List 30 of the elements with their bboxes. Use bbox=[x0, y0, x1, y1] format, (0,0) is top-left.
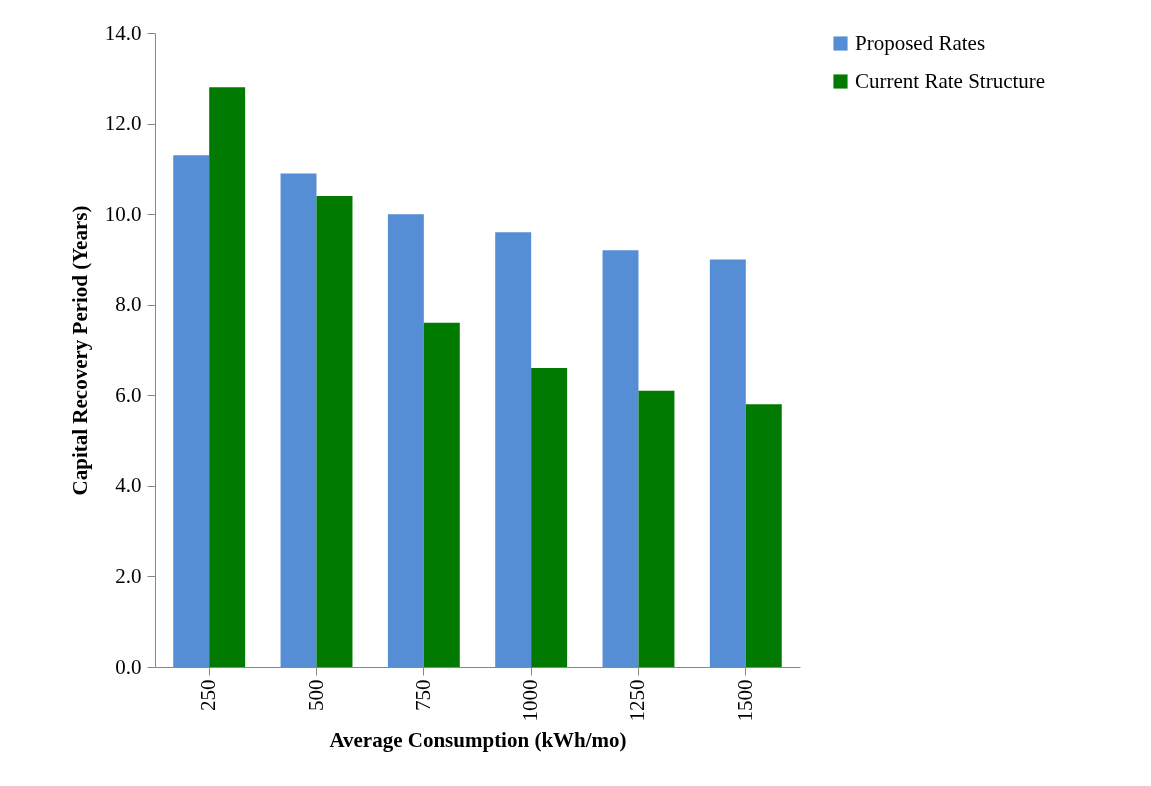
y-tick-label: 10.0 bbox=[104, 201, 142, 226]
y-tick-label: 0.0 bbox=[115, 654, 142, 679]
x-tick-label: 750 bbox=[410, 679, 435, 711]
x-tick-label: 1500 bbox=[732, 679, 757, 722]
y-tick-label: 14.0 bbox=[104, 20, 142, 45]
bar bbox=[423, 322, 460, 667]
y-tick-label: 2.0 bbox=[115, 563, 142, 588]
bar bbox=[173, 155, 210, 667]
x-tick-label: 250 bbox=[196, 679, 221, 711]
x-tick-label: 1250 bbox=[625, 679, 650, 722]
bar bbox=[387, 214, 424, 667]
legend-label: Current Rate Structure bbox=[855, 68, 1046, 93]
bar bbox=[602, 250, 639, 667]
bar bbox=[280, 173, 317, 667]
x-axis-title: Average Consumption (kWh/mo) bbox=[329, 727, 627, 752]
y-axis-title: Capital Recovery Period (Years) bbox=[67, 205, 92, 496]
x-tick-label: 1000 bbox=[518, 679, 543, 722]
bar bbox=[531, 368, 568, 667]
bar bbox=[316, 196, 353, 667]
bar bbox=[495, 232, 532, 667]
y-tick-label: 4.0 bbox=[115, 473, 142, 498]
y-tick-label: 6.0 bbox=[115, 382, 142, 407]
y-tick-label: 12.0 bbox=[104, 111, 142, 136]
bar bbox=[638, 390, 675, 667]
legend-label: Proposed Rates bbox=[855, 30, 986, 55]
bar bbox=[745, 404, 782, 667]
bar bbox=[209, 87, 246, 667]
y-tick-label: 8.0 bbox=[115, 292, 142, 317]
bar bbox=[709, 259, 746, 667]
x-tick-label: 500 bbox=[303, 679, 328, 711]
